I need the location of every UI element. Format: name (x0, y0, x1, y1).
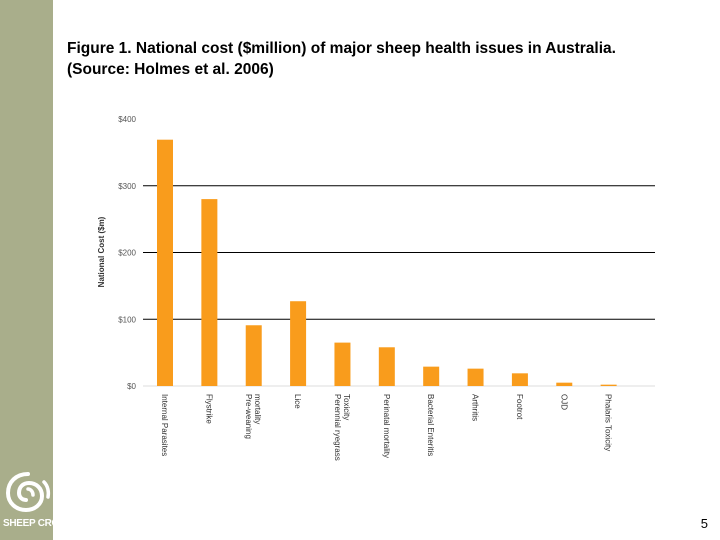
x-tick-label: mortality (253, 394, 262, 424)
bar (290, 301, 307, 386)
x-tick-label: Phalaris Toxicity (604, 394, 613, 451)
x-tick-label: OJD (559, 394, 568, 410)
y-tick-label: $200 (118, 249, 136, 258)
x-tick-label: Footrot (515, 394, 524, 420)
x-tick-label: Flystrike (204, 394, 213, 424)
bar (423, 366, 440, 386)
logo-text: SHEEP CRC (3, 518, 59, 529)
bar (600, 384, 617, 386)
y-axis-label: National Cost ($m) (97, 216, 106, 287)
sheep-crc-logo-icon (5, 472, 51, 513)
x-tick-label: Toxicity (342, 394, 351, 420)
y-tick-label: $100 (118, 315, 136, 324)
y-tick-label: $0 (127, 382, 136, 391)
bar (334, 342, 351, 386)
page-number: 5 (700, 516, 708, 531)
bar (467, 368, 484, 386)
bar (556, 382, 573, 386)
x-tick-label: Perinatal mortality (382, 394, 391, 458)
figure-title: Figure 1. National cost ($million) of ma… (67, 40, 616, 78)
bar (245, 325, 262, 386)
bar (511, 373, 528, 386)
bar (201, 199, 218, 386)
x-tick-label: Arthritis (471, 394, 480, 421)
x-tick-label: Pre-weaning (244, 394, 253, 439)
x-tick-label: Bacterial Enteritis (426, 394, 435, 456)
x-tick-label: Internal Parasites (160, 394, 169, 456)
x-tick-label: Lice (293, 394, 302, 409)
bar (157, 139, 173, 386)
y-tick-label: $300 (118, 182, 136, 191)
bar (378, 347, 395, 386)
y-tick-label: $400 (118, 115, 136, 124)
sidebar (0, 0, 53, 540)
x-tick-label: Perennial ryegrass (333, 394, 342, 461)
